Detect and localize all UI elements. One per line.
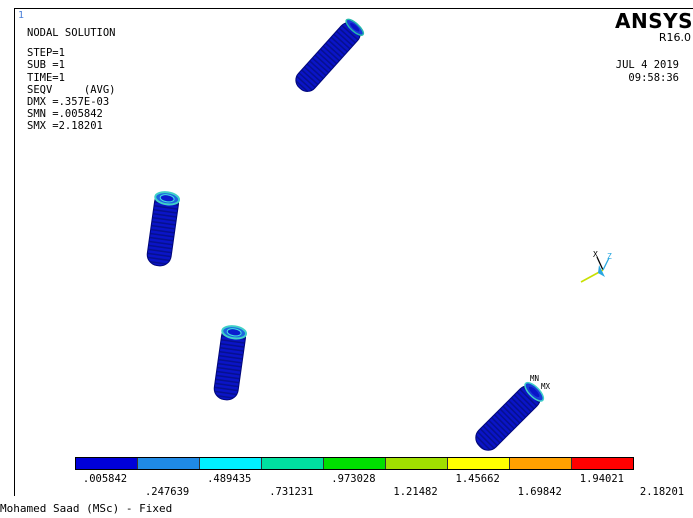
implant-model-1[interactable]	[292, 17, 366, 96]
legend-swatch-6	[386, 458, 448, 469]
implant-model-4[interactable]	[471, 380, 546, 455]
dmx-value: DMX =.357E-03	[27, 96, 110, 109]
solution-info-block: NODAL SOLUTION STEP=1 SUB =1 TIME=1 SEQV…	[27, 27, 116, 133]
legend-swatch-2	[138, 458, 200, 469]
legend-label: 1.21482	[393, 486, 438, 498]
ansys-logo: ANSYS R16.0	[615, 10, 693, 43]
legend-swatch-3	[200, 458, 262, 469]
sub-value: SUB =1	[27, 59, 65, 72]
triad-z-label: Z	[607, 252, 612, 261]
triad-origin-icon	[598, 265, 605, 277]
legend-label: .973028	[331, 473, 376, 485]
legend-label: 2.18201	[639, 486, 685, 498]
legend-label: 1.45662	[455, 473, 500, 485]
legend-label: .489435	[207, 473, 252, 485]
triad-z-axis	[602, 257, 610, 271]
legend-swatch-8	[510, 458, 572, 469]
legend-swatch-7	[448, 458, 510, 469]
plot-time: 09:58:36	[628, 72, 679, 84]
step-value: STEP=1	[27, 47, 65, 60]
smn-value: SMN =.005842	[27, 108, 103, 121]
max-marker: MX	[541, 382, 551, 391]
datetime-block: JUL 4 2019 09:58:36	[616, 59, 679, 85]
graphics-viewport[interactable]	[14, 8, 693, 496]
legend-label: .247639	[144, 486, 190, 498]
legend-label: .731231	[269, 486, 314, 498]
min-marker: MN	[530, 374, 539, 383]
legend-swatch-4	[262, 458, 324, 469]
implant-model-3[interactable]	[213, 325, 248, 402]
plot-title: Mohamed Saad (MSc) - Fixed	[0, 502, 173, 515]
brand-version: R16.0	[658, 31, 691, 44]
solution-title: NODAL SOLUTION	[27, 27, 116, 39]
smx-value: SMX =2.18201	[27, 120, 103, 133]
implant-model-2[interactable]	[146, 191, 181, 268]
coordinate-triad: X Z	[580, 250, 612, 283]
triad-x-axis	[596, 256, 604, 271]
legend-swatch-1	[76, 458, 138, 469]
legend-label: 1.69842	[517, 486, 562, 498]
legend-swatch-5	[324, 458, 386, 469]
window-number: 1	[18, 10, 25, 21]
contour-legend-bar	[75, 457, 634, 470]
plot-date: JUL 4 2019	[615, 59, 679, 71]
time-value: TIME=1	[27, 71, 65, 84]
result-item: SEQV (AVG)	[27, 83, 116, 96]
brand-name: ANSYS	[614, 9, 693, 33]
legend-swatch-9	[572, 458, 633, 469]
triad-x-label: X	[593, 250, 598, 259]
legend-label: .005842	[82, 473, 128, 485]
legend-label: 1.94021	[579, 473, 625, 485]
